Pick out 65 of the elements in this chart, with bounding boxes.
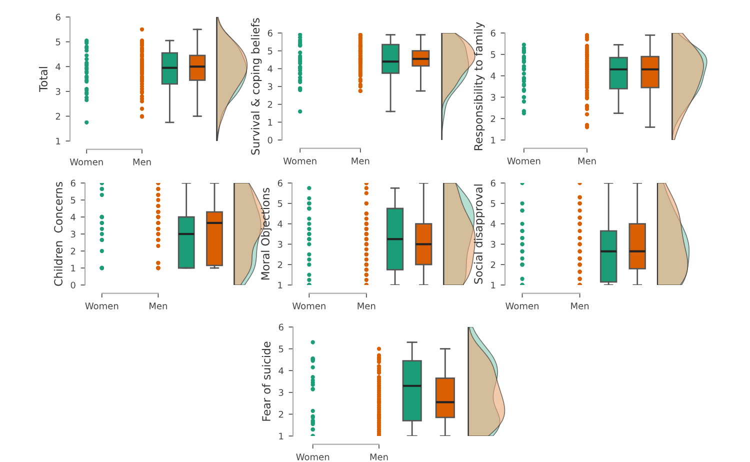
x-tick-label: Men <box>370 454 388 460</box>
x-tick-label: Men <box>133 158 151 166</box>
y-tick-label: 6 <box>278 324 284 331</box>
y-tick-label: 1 <box>491 282 496 288</box>
x-tick-label: Women <box>506 302 538 310</box>
y-tick-label: 5 <box>278 200 282 207</box>
y-tick-label: 5 <box>490 200 496 207</box>
y-tick-label: 0 <box>268 136 272 144</box>
y-tick-label: 3 <box>278 389 284 396</box>
y-tick-label: 0 <box>70 282 76 289</box>
x-tick-label: Men <box>358 302 376 310</box>
x-tick-label: Women <box>292 302 326 310</box>
x-tick-label: Women <box>70 158 103 166</box>
x-tick-label: Men <box>571 302 589 310</box>
y-axis-title: Social disapproval <box>474 184 485 284</box>
y-axis-title: Children Concerns <box>54 182 63 286</box>
x-tick-label: Women <box>296 454 330 460</box>
y-tick-label: 3 <box>268 83 272 90</box>
y-tick-label: 3 <box>56 88 60 95</box>
y-tick-label: 2 <box>490 261 496 268</box>
y-axis-title: Moral Objections <box>260 188 272 280</box>
y-axis-title: Survival & coping beliefs <box>250 18 262 155</box>
y-tick-label: 2 <box>278 261 282 268</box>
y-tick-label: 2 <box>268 101 272 108</box>
y-tick-label: 6 <box>490 30 496 37</box>
y-tick-label: 6 <box>490 180 496 187</box>
x-tick-label: Men <box>578 158 596 164</box>
y-tick-label: 1 <box>278 282 282 288</box>
x-tick-label: Men <box>150 302 167 310</box>
y-tick-label: 1 <box>279 432 284 440</box>
y-tick-label: 1 <box>71 264 76 272</box>
y-tick-label: 2 <box>56 112 60 120</box>
y-axis-title: Responsibility to family <box>474 22 485 150</box>
y-tick-label: 5 <box>268 48 272 54</box>
y-tick-label: 5 <box>490 51 496 58</box>
y-tick-label: 4 <box>56 63 60 70</box>
x-tick-label: Men <box>352 158 370 164</box>
y-tick-label: 6 <box>56 14 60 21</box>
y-axis-title: Total <box>38 67 48 92</box>
y-tick-label: 1 <box>268 119 272 126</box>
y-tick-label: 6 <box>268 30 272 37</box>
y-tick-label: 4 <box>278 367 284 374</box>
y-tick-label: 4 <box>70 214 76 220</box>
y-tick-label: 3 <box>70 230 76 238</box>
y-tick-label: 3 <box>490 94 496 101</box>
y-tick-label: 2 <box>70 248 76 254</box>
y-tick-label: 4 <box>490 72 496 80</box>
y-tick-label: 5 <box>56 38 60 46</box>
y-tick-label: 2 <box>490 115 496 122</box>
y-tick-label: 2 <box>278 410 284 418</box>
y-tick-label: 5 <box>278 346 284 352</box>
y-tick-label: 4 <box>278 220 282 228</box>
y-tick-label: 5 <box>70 196 76 204</box>
y-axis-title: Fear of suicide <box>262 342 271 421</box>
y-tick-label: 6 <box>278 180 282 187</box>
y-tick-label: 4 <box>490 220 496 228</box>
y-tick-label: 4 <box>268 66 272 72</box>
y-tick-label: 3 <box>278 240 282 248</box>
x-tick-label: Women <box>85 302 118 310</box>
y-tick-label: 1 <box>56 138 60 144</box>
y-tick-label: 3 <box>490 240 496 248</box>
x-tick-label: Women <box>283 158 316 164</box>
y-tick-label: 6 <box>70 180 76 187</box>
y-tick-label: 1 <box>491 136 496 144</box>
x-tick-label: Women <box>507 158 540 164</box>
